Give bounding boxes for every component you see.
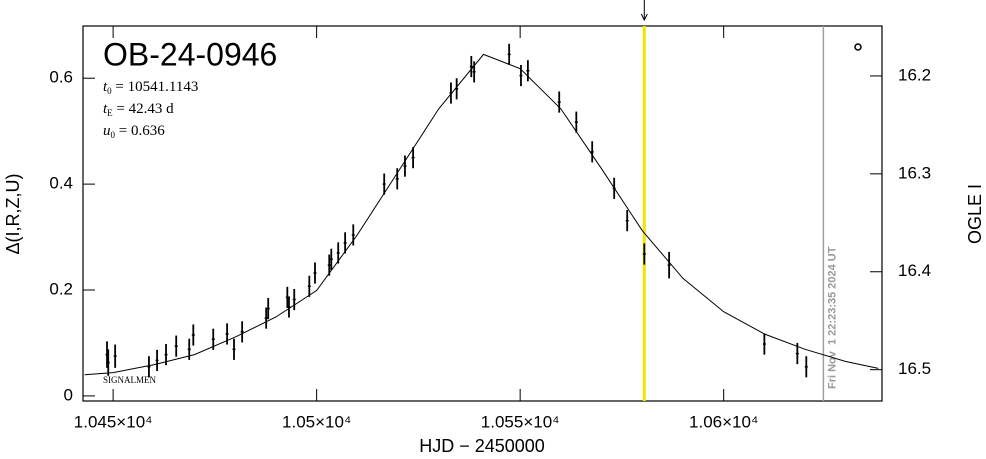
annotation-text: = 0.636 [115, 123, 165, 139]
y2-axis-label: OGLE I [965, 184, 985, 244]
annotation: tE = 42.43 d [103, 101, 174, 118]
y2-tick-label: 16.2 [898, 65, 931, 84]
annotation: u0 = 0.636 [103, 123, 165, 140]
annotation-text: = 42.43 d [113, 101, 174, 117]
symbol [854, 43, 862, 51]
annotation-subscript: E [107, 108, 113, 118]
y-axis-label: Δ(I,R,Z,U) [3, 173, 23, 254]
marker-label: Fri Nov 1 22:23:35 2024 UT [826, 246, 838, 389]
plot-frame [82, 25, 883, 402]
chart-title: OB-24-0946 [103, 36, 277, 72]
y2-tick-label: 16.3 [898, 163, 931, 182]
x-tick-label: 1.045×10⁴ [74, 412, 153, 431]
annotation-subscript: 0 [107, 86, 112, 96]
annotation-symbol: t [103, 79, 108, 95]
x-axis-label: HJD − 2450000 [419, 436, 545, 456]
annotation-symbol: t [103, 101, 108, 117]
annotation: t0 = 10541.1143 [103, 79, 198, 96]
y-tick-label: 0.4 [49, 174, 73, 193]
y2-tick-label: 16.4 [898, 261, 931, 280]
footnote: SIGNALMEN [103, 375, 156, 385]
annotation-symbol: u [103, 123, 111, 139]
annotation-subscript: 0 [111, 130, 116, 140]
x-tick-label: 1.055×10⁴ [481, 412, 560, 431]
x-tick-label: 1.06×10⁴ [689, 412, 758, 431]
model-curve [84, 53, 879, 376]
arrow-head [640, 13, 648, 22]
y-tick-label: 0 [64, 385, 73, 404]
y2-tick-label: 16.5 [898, 359, 931, 378]
y-tick-label: 0.2 [49, 279, 73, 298]
x-tick-label: 1.05×10⁴ [282, 412, 351, 431]
y-tick-label: 0.6 [49, 68, 73, 87]
annotation-text: = 10541.1143 [112, 79, 199, 95]
